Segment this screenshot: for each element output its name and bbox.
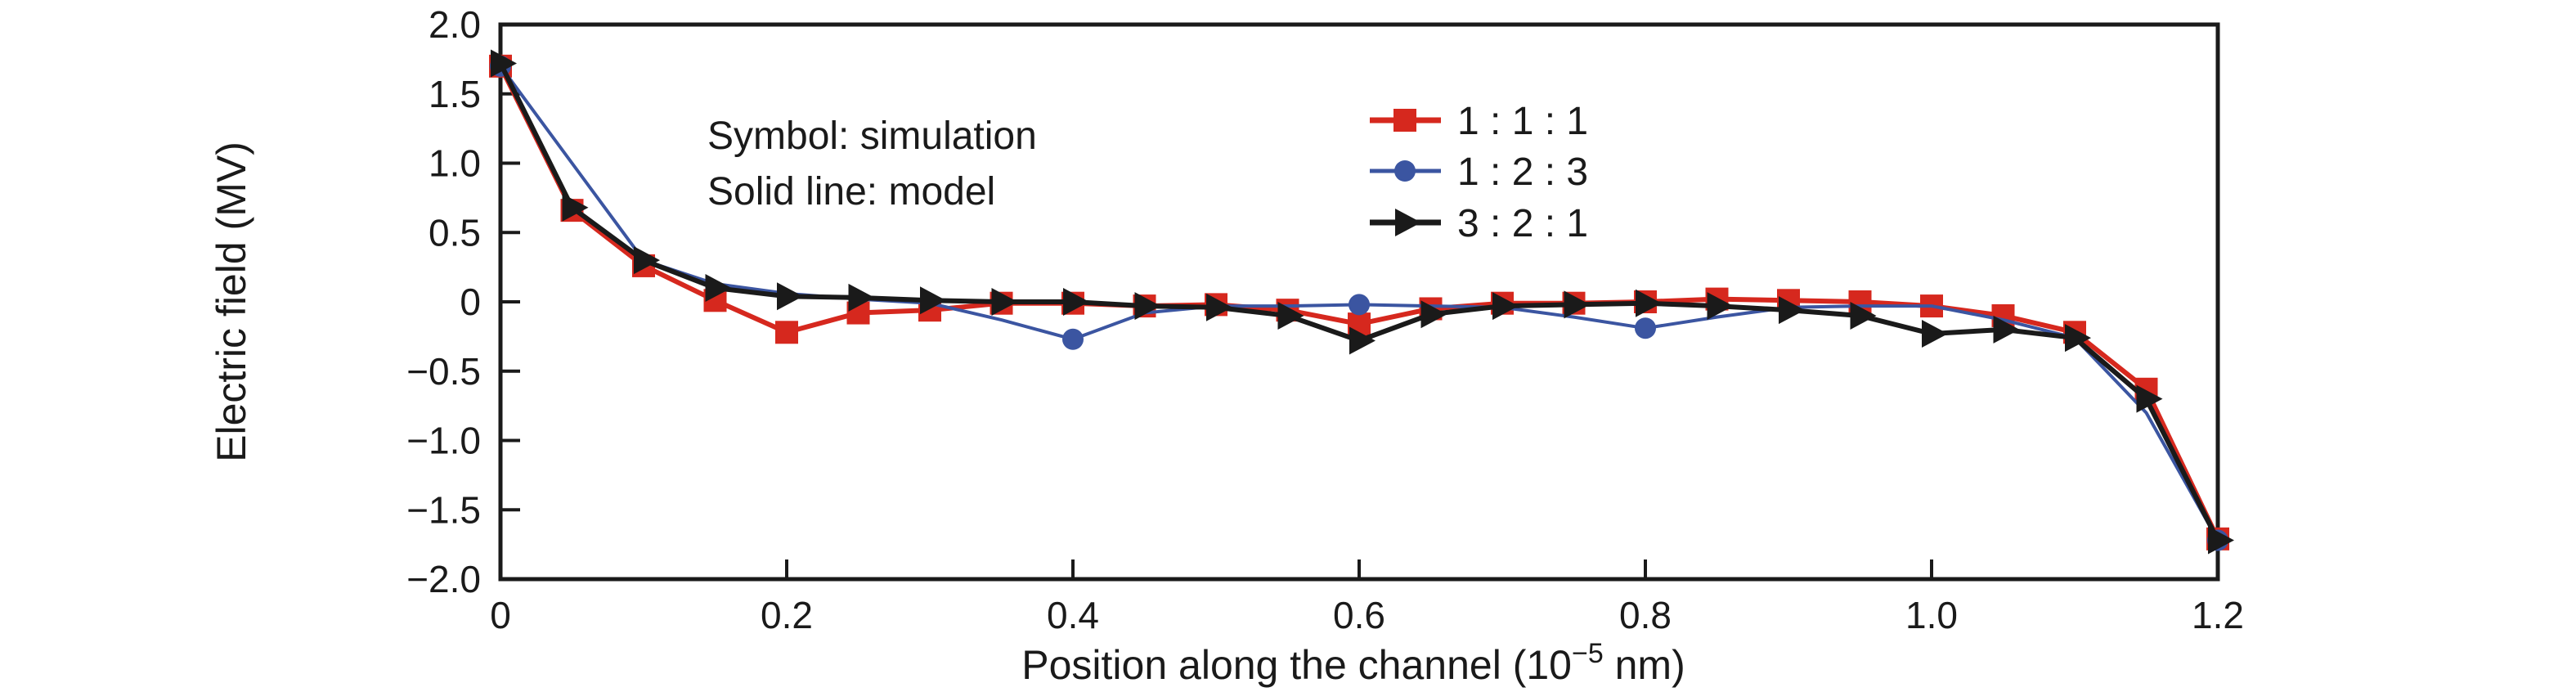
series-marker-3:2:1 <box>848 283 875 312</box>
series-marker-1:2:3 <box>1062 328 1084 350</box>
series-marker-3:2:1 <box>1636 289 1662 317</box>
series-marker-3:2:1 <box>1134 292 1161 321</box>
x-tick-label: 1.2 <box>2192 594 2244 636</box>
y-axis-label: Electric field (MV) <box>209 142 254 462</box>
series-marker-3:2:1 <box>1349 326 1376 355</box>
plot-border <box>498 22 2220 582</box>
series-marker-3:2:1 <box>1564 290 1591 319</box>
series-marker-3:2:1 <box>1922 319 1948 348</box>
series-marker-3:2:1 <box>2136 384 2163 413</box>
y-tick-label: 1.5 <box>429 73 481 115</box>
series-marker-3:2:1 <box>491 49 517 78</box>
series-marker-3:2:1 <box>777 282 803 311</box>
series-marker-3:2:1 <box>1779 296 1805 325</box>
annotation-line: Solid line: model <box>707 170 995 213</box>
x-tick-label: 0 <box>490 594 511 636</box>
series-marker-1:1:1 <box>775 321 798 344</box>
x-tick-label: 0.8 <box>1619 594 1672 636</box>
series-marker-3:2:1 <box>1420 300 1447 329</box>
series-marker-3:2:1 <box>634 246 660 275</box>
series-marker-3:2:1 <box>1492 292 1519 321</box>
annotation-line: Symbol: simulation <box>707 115 1037 158</box>
series-marker-1:2:3 <box>1635 317 1656 339</box>
series-marker-3:2:1 <box>991 288 1018 316</box>
series-marker-3:2:1 <box>1707 292 1734 321</box>
series-marker-3:2:1 <box>920 286 946 315</box>
series-marker-3:2:1 <box>1993 315 2020 344</box>
y-tick-label: 2.0 <box>429 3 481 46</box>
series-marker-3:2:1 <box>1277 301 1304 330</box>
y-tick-label: −2.0 <box>406 558 481 600</box>
series-marker-1:2:3 <box>1349 294 1370 316</box>
series-marker-3:2:1 <box>705 274 732 303</box>
x-axis-label: Position along the channel (10−5 nm) <box>1021 638 1685 688</box>
legend-swatch-marker <box>1393 109 1416 132</box>
legend-swatch-marker <box>1395 209 1421 236</box>
y-tick-label: 0.5 <box>429 211 481 254</box>
x-tick-label: 0.4 <box>1047 594 1099 636</box>
series-marker-3:2:1 <box>2208 526 2234 555</box>
legend-label: 3 : 2 : 1 <box>1457 202 1588 245</box>
y-tick-label: 1.0 <box>429 142 481 185</box>
legend-label: 1 : 2 : 3 <box>1457 151 1588 194</box>
series-marker-3:2:1 <box>1850 301 1877 330</box>
y-tick-label: −0.5 <box>406 350 481 393</box>
x-tick-label: 0.6 <box>1333 594 1385 636</box>
y-tick-label: −1.5 <box>406 488 481 531</box>
series-marker-3:2:1 <box>1063 288 1089 316</box>
series-marker-3:2:1 <box>562 193 589 222</box>
legend-label: 1 : 1 : 1 <box>1457 100 1588 143</box>
y-tick-label: 0 <box>460 281 481 323</box>
x-tick-label: 0.2 <box>761 594 813 636</box>
y-tick-label: −1.0 <box>406 420 481 462</box>
series-marker-3:2:1 <box>1206 293 1232 321</box>
series-marker-3:2:1 <box>2065 324 2091 353</box>
legend-swatch-marker <box>1394 160 1416 182</box>
x-tick-label: 1.0 <box>1905 594 1958 636</box>
